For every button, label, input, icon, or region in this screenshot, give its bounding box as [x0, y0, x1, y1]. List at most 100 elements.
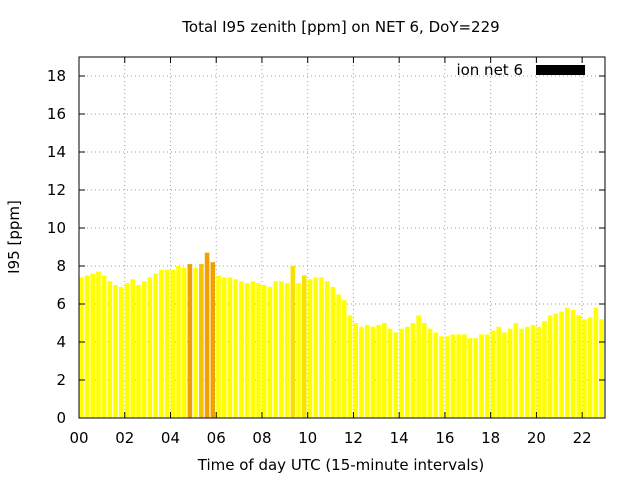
- bar: [313, 277, 318, 418]
- bar: [410, 323, 416, 418]
- bar: [462, 334, 467, 418]
- bar: [479, 334, 484, 418]
- bar: [484, 334, 490, 418]
- bar: [336, 294, 341, 418]
- x-tick-label: 10: [298, 429, 317, 447]
- bar: [113, 285, 118, 418]
- bars: [79, 252, 604, 418]
- bar: [347, 315, 353, 418]
- y-axis-label: I95 [ppm]: [5, 200, 23, 274]
- x-tick-label: 00: [69, 429, 88, 447]
- bar: [564, 307, 570, 418]
- bar: [559, 311, 564, 418]
- y-tick-label: 14: [47, 143, 66, 161]
- bar: [301, 275, 307, 418]
- bar: [176, 266, 181, 418]
- bar: [416, 315, 421, 418]
- bar: [399, 328, 404, 418]
- x-tick-label: 14: [390, 429, 409, 447]
- y-tick-label: 4: [56, 333, 66, 351]
- x-tick-label: 04: [161, 429, 180, 447]
- bar: [444, 336, 450, 418]
- bar: [170, 269, 176, 418]
- bar: [296, 283, 301, 418]
- y-tick-label: 8: [56, 257, 66, 275]
- bar: [593, 307, 599, 418]
- bar: [490, 330, 496, 418]
- bar: [542, 321, 547, 418]
- bar: [244, 283, 250, 418]
- legend-label: ion net 6: [456, 61, 523, 79]
- bar: [473, 338, 479, 418]
- plot-frame: [78, 56, 606, 419]
- bar: [204, 252, 210, 418]
- bar: [547, 315, 553, 418]
- bar: [290, 266, 296, 418]
- bar: [342, 300, 347, 418]
- bar: [84, 275, 90, 418]
- bar: [307, 279, 313, 418]
- bar: [279, 281, 284, 418]
- bar: [324, 281, 330, 418]
- bar: [582, 319, 587, 418]
- bar: [599, 319, 604, 418]
- bar: [536, 326, 541, 418]
- bar: [250, 281, 256, 418]
- y-tick-label: 6: [56, 295, 66, 313]
- x-tick-label: 06: [207, 429, 226, 447]
- y-tick-label: 10: [47, 219, 66, 237]
- bar: [450, 334, 456, 418]
- bar: [227, 277, 233, 418]
- bar: [210, 262, 216, 418]
- bar: [496, 326, 501, 418]
- x-tick-label: 16: [435, 429, 454, 447]
- bar: [119, 286, 124, 418]
- x-tick-label: 08: [252, 429, 271, 447]
- bar: [96, 271, 101, 418]
- bar: [587, 317, 593, 418]
- bar: [519, 328, 524, 418]
- bar: [376, 324, 381, 418]
- bar: [427, 328, 433, 418]
- bar: [267, 286, 273, 418]
- legend-swatch: [536, 65, 585, 75]
- x-tick-label: 22: [573, 429, 592, 447]
- legend: ion net 6: [456, 61, 585, 79]
- bar: [221, 277, 227, 418]
- x-tick-label: 12: [344, 429, 363, 447]
- bar: [370, 326, 376, 418]
- bar: [256, 283, 261, 418]
- bar: [153, 273, 158, 418]
- bar: [181, 267, 187, 418]
- bar: [439, 336, 444, 418]
- bar: [353, 323, 358, 418]
- bar: [147, 277, 153, 418]
- ticks: [78, 57, 605, 419]
- x-tick-label: 18: [481, 429, 500, 447]
- bar: [261, 285, 267, 418]
- bar: [136, 285, 141, 418]
- bar: [319, 277, 324, 418]
- bar: [216, 275, 221, 418]
- bar: [164, 269, 170, 418]
- bar: [124, 283, 130, 418]
- bar: [101, 275, 107, 418]
- bar: [90, 273, 95, 418]
- bar: [387, 328, 393, 418]
- bar: [193, 267, 198, 418]
- bar: [502, 332, 507, 418]
- x-axis-label: Time of day UTC (15-minute intervals): [197, 456, 484, 474]
- bar: [141, 281, 147, 418]
- bar: [404, 326, 410, 418]
- bar: [513, 323, 519, 418]
- x-tick-label: 20: [527, 429, 546, 447]
- bar: [199, 264, 204, 418]
- bar: [233, 279, 238, 418]
- bar: [422, 323, 427, 418]
- bar: [107, 281, 113, 418]
- bar: [456, 334, 461, 418]
- bar: [330, 286, 336, 418]
- y-tick-label: 16: [47, 105, 66, 123]
- bar: [359, 326, 364, 418]
